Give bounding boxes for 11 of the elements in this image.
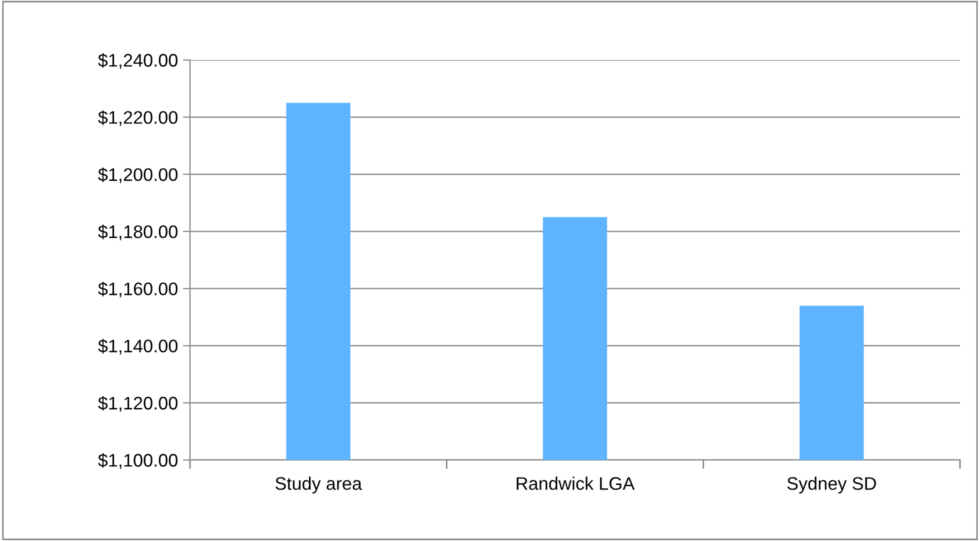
y-tick-label: $1,140.00 <box>98 338 178 355</box>
y-tick-label: $1,240.00 <box>98 53 178 69</box>
y-tick-label: $1,160.00 <box>98 282 178 298</box>
x-tick-label: Randwick LGA <box>516 476 635 490</box>
x-tick-label: Study area <box>275 476 362 494</box>
x-tick-label: Sydney SD <box>787 476 876 494</box>
y-tick-label: $1,220.00 <box>98 110 178 126</box>
y-tick-label: $1,180.00 <box>98 224 178 240</box>
y-tick-label: $1,100.00 <box>98 453 178 469</box>
y-tick-label: $1,120.00 <box>98 396 178 412</box>
y-tick-label: $1,200.00 <box>98 167 178 184</box>
